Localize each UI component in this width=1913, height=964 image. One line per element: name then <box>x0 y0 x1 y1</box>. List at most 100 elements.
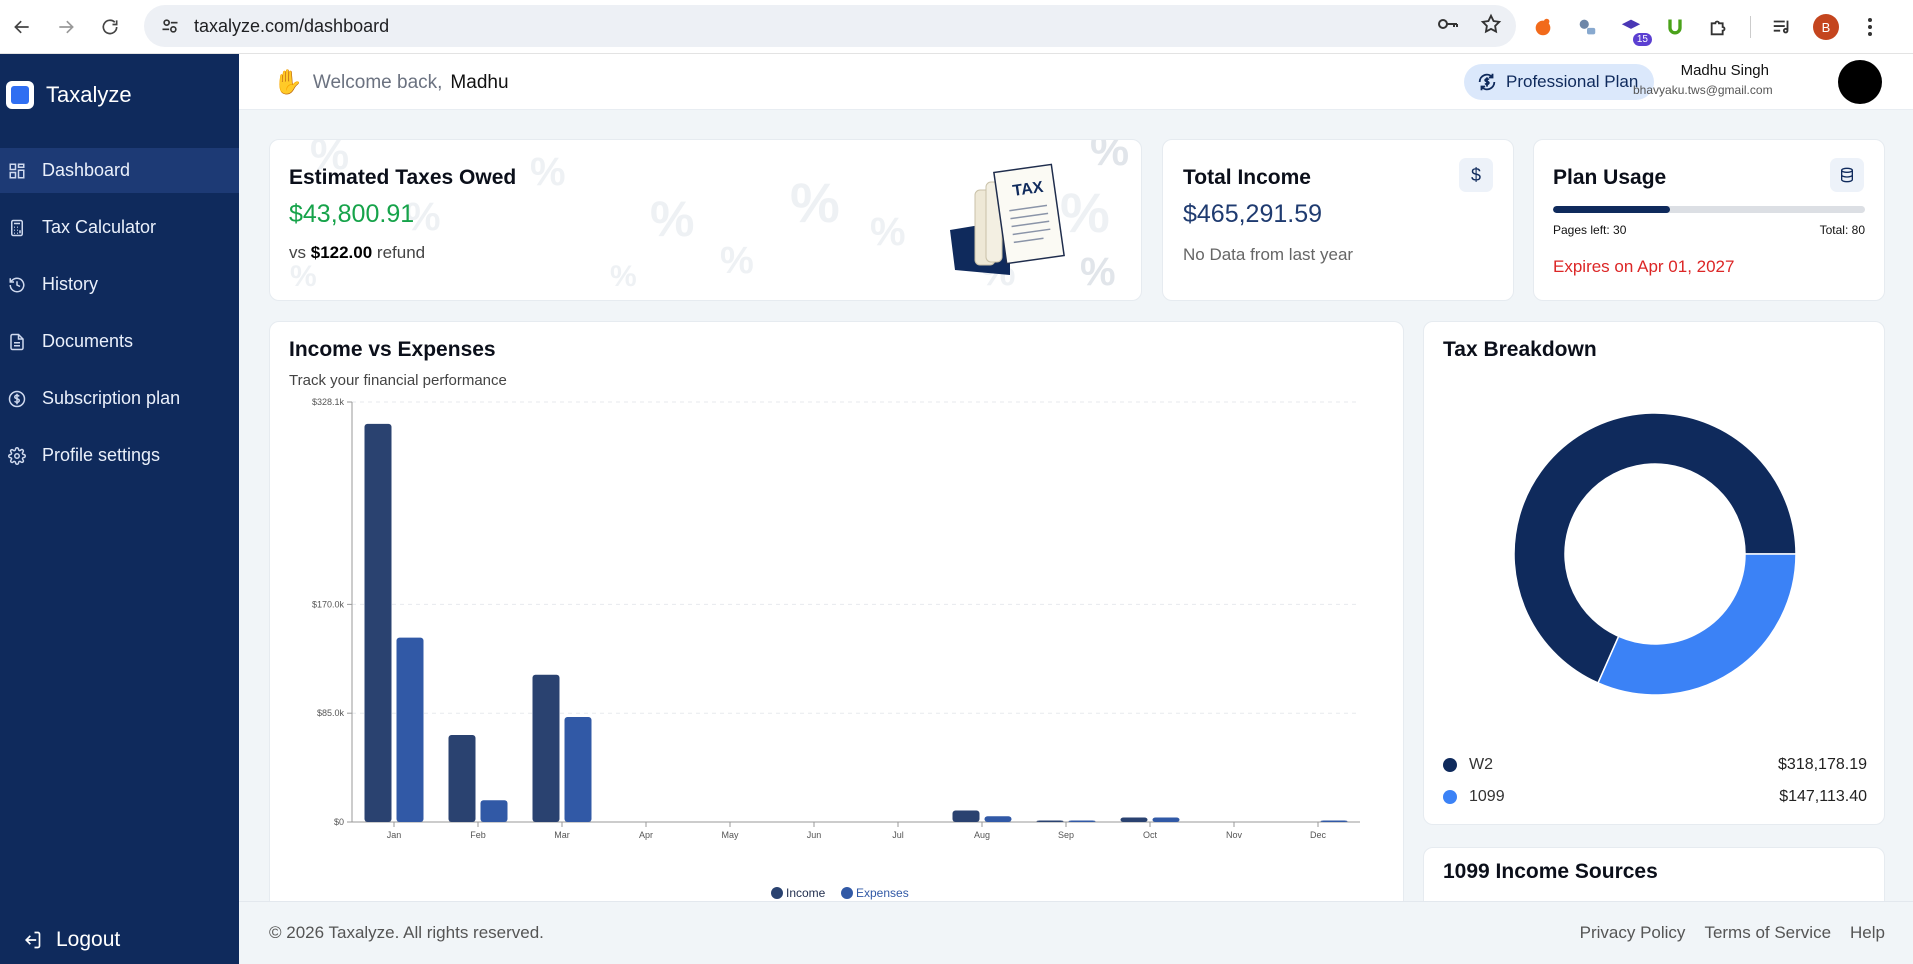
brand-logo-icon <box>6 81 34 109</box>
bar-income-sep[interactable] <box>1036 820 1064 823</box>
reload-icon[interactable] <box>88 5 132 49</box>
bar-expenses-dec[interactable] <box>1320 820 1348 823</box>
history-icon <box>9 277 25 292</box>
browser-toolbar: taxalyze.com/dashboard 15 <box>0 0 1913 54</box>
url-text[interactable]: taxalyze.com/dashboard <box>194 15 390 36</box>
sidebar-item-label: Subscription plan <box>42 388 181 408</box>
pages-total: Total: 80 <box>1819 223 1865 237</box>
legend-dot <box>1443 758 1457 772</box>
privacy-policy-link[interactable]: Privacy Policy <box>1579 923 1686 942</box>
welcome-label: Welcome back, <box>312 71 443 93</box>
legend-swatch <box>771 887 783 899</box>
sidebar-item-profile-settings[interactable]: Profile settings <box>0 433 239 478</box>
bar-income-aug[interactable] <box>952 810 980 822</box>
percent-pattern: % <box>290 260 317 293</box>
waving-hand-icon: ✋ <box>273 69 303 96</box>
x-tick-label: Oct <box>1143 830 1158 840</box>
legend-label: 1099 <box>1469 788 1505 805</box>
usage-progress-bar <box>1553 206 1865 213</box>
y-tick-label: $170.0k <box>312 599 345 609</box>
bar-expenses-mar[interactable] <box>564 717 592 822</box>
sidebar-item-documents[interactable]: Documents <box>0 319 239 364</box>
percent-pattern: % <box>610 260 637 293</box>
extension-satellite-icon[interactable] <box>1574 14 1600 40</box>
welcome-name: Madhu <box>450 71 509 93</box>
tax-breakdown-title: Tax Breakdown <box>1443 338 1597 361</box>
extension-orange-icon[interactable] <box>1530 14 1556 40</box>
site-settings-icon[interactable] <box>150 5 190 47</box>
sidebar-item-dashboard[interactable]: Dashboard <box>0 148 239 193</box>
extension-u-icon[interactable] <box>1662 14 1688 40</box>
user-name: Madhu Singh <box>1680 62 1769 79</box>
terms-of-service-link[interactable]: Terms of Service <box>1704 923 1832 942</box>
back-icon[interactable] <box>0 5 44 49</box>
address-bar[interactable]: taxalyze.com/dashboard <box>144 5 1516 47</box>
income-expenses-card: $0 $85.0k $170.0k $328.1k Jan Feb Mar Apr May Jun… <box>269 321 1404 961</box>
x-tick-label: Aug <box>974 830 990 840</box>
chart-title: Income vs Expenses <box>289 338 496 361</box>
browser-profile-avatar[interactable]: B <box>1813 14 1839 40</box>
legend-dot <box>1443 790 1457 804</box>
estimated-taxes-amount: $43,800.91 <box>289 200 415 228</box>
extension-graduation-icon[interactable]: 15 <box>1618 14 1652 46</box>
sidebar-item-history[interactable]: History <box>0 262 239 307</box>
percent-pattern: % <box>720 240 754 282</box>
percent-pattern: % <box>530 150 566 194</box>
legend-label[interactable]: Expenses <box>856 886 909 900</box>
refund-prefix: vs <box>289 243 306 262</box>
logout-button[interactable]: Logout <box>22 928 120 952</box>
total-income-card: Total Income $465,291.59 No Data from la… <box>1162 139 1514 301</box>
footer-links: Privacy Policy Terms of Service Help <box>1580 923 1885 943</box>
refund-amount: $122.00 <box>310 243 373 262</box>
bar-expenses-feb[interactable] <box>480 800 508 822</box>
percent-pattern: % <box>310 139 350 179</box>
user-info[interactable]: Madhu Singh bhavyaku.tws@gmail.com <box>1633 62 1773 97</box>
sidebar-item-label: Tax Calculator <box>42 217 157 237</box>
bar-expenses-jan[interactable] <box>396 637 424 822</box>
forward-icon[interactable] <box>44 5 88 49</box>
sidebar-item-tax-calculator[interactable]: Tax Calculator <box>0 205 239 250</box>
extension-badge: 15 <box>1632 33 1652 46</box>
pages-left: Pages left: 30 <box>1553 223 1627 237</box>
bar-income-feb[interactable] <box>448 734 476 822</box>
password-key-icon[interactable] <box>1436 12 1460 41</box>
plan-usage-card: Plan Usage Pages left: 30 Total: 80 Expi… <box>1533 139 1885 301</box>
percent-pattern: % <box>1060 181 1110 244</box>
total-income-subtitle: No Data from last year <box>1183 245 1354 264</box>
donut-slice-w2[interactable] <box>1513 412 1797 684</box>
tax-breakdown-donut <box>1513 412 1797 696</box>
bar-expenses-oct[interactable] <box>1152 817 1180 822</box>
bar-income-jan[interactable] <box>364 423 392 822</box>
copyright: © 2026 Taxalyze. All rights reserved. <box>269 923 544 942</box>
plan-badge[interactable]: Professional Plan <box>1464 64 1655 100</box>
avatar[interactable] <box>1838 60 1882 104</box>
legend-label[interactable]: Income <box>786 886 826 900</box>
bookmark-star-icon[interactable] <box>1480 13 1502 40</box>
footer: © 2026 Taxalyze. All rights reserved. Pr… <box>239 901 1913 964</box>
x-tick-label: May <box>721 830 739 840</box>
plan-usage-title: Plan Usage <box>1553 166 1667 189</box>
brand[interactable]: Taxalyze <box>0 54 239 136</box>
donut-slice-1099[interactable] <box>1597 553 1797 696</box>
x-tick-label: Jun <box>807 830 822 840</box>
usage-progress-fill <box>1553 206 1670 213</box>
sidebar-item-subscription[interactable]: Subscription plan <box>0 376 239 421</box>
database-icon <box>1830 158 1864 192</box>
help-link[interactable]: Help <box>1850 923 1885 942</box>
income-sources-title: 1099 Income Sources <box>1443 860 1658 883</box>
percent-pattern: % <box>650 191 695 247</box>
bar-income-mar[interactable] <box>532 674 560 822</box>
logout-icon <box>24 931 41 949</box>
bar-expenses-sep[interactable] <box>1068 820 1096 823</box>
browser-menu-icon[interactable] <box>1857 14 1883 40</box>
x-tick-label: Sep <box>1058 830 1074 840</box>
bar-income-oct[interactable] <box>1120 817 1148 822</box>
brand-name: Taxalyze <box>46 82 132 107</box>
tax-illustration: TAX <box>930 160 1080 280</box>
bar-expenses-aug[interactable] <box>984 816 1012 822</box>
media-controls-icon[interactable] <box>1769 14 1795 40</box>
extensions-puzzle-icon[interactable] <box>1706 14 1732 40</box>
gear-icon <box>8 446 26 465</box>
legend-1099: 1099 $147,113.40 <box>1443 788 1867 806</box>
top-bar: ✋ Welcome back, Madhu Professional Plan … <box>239 54 1913 110</box>
